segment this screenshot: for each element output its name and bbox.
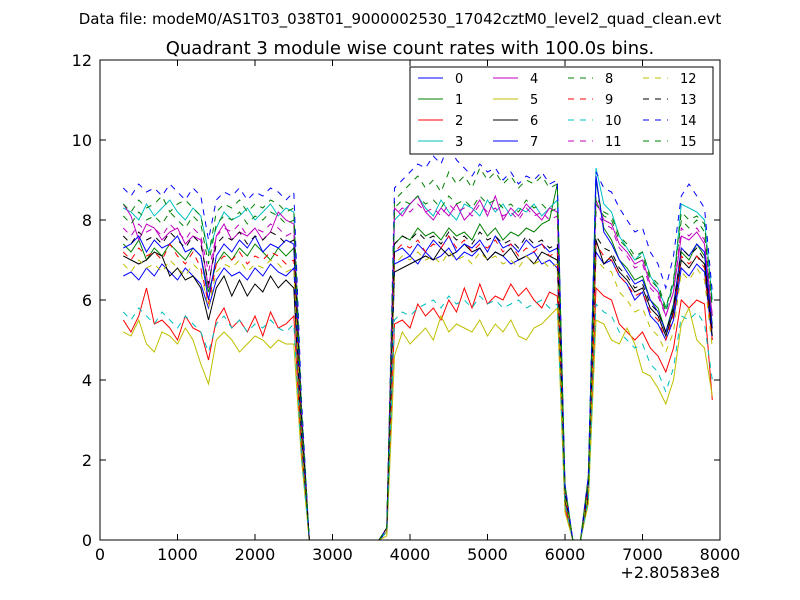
series-line-9 (122, 235, 713, 541)
y-tick-label: 12 (72, 51, 92, 70)
legend-label-3: 3 (455, 135, 463, 150)
legend-label-10: 10 (605, 114, 622, 129)
x-tick-label: 5000 (467, 545, 508, 564)
series-line-0 (123, 247, 713, 541)
series-line-11 (122, 203, 713, 541)
legend-label-7: 7 (530, 135, 538, 150)
legend-label-12: 12 (680, 72, 697, 87)
x-tick-label: 3000 (312, 545, 353, 564)
series-line-10 (122, 295, 713, 541)
x-tick-label: 8000 (700, 545, 741, 564)
series-line-8 (122, 166, 713, 541)
series-line-15 (122, 195, 713, 541)
legend-frame (409, 66, 714, 155)
series-line-5 (123, 306, 713, 541)
series-line-2 (122, 282, 713, 541)
series-layer (122, 142, 713, 541)
series-line-7 (123, 175, 713, 541)
y-tick-label: 10 (72, 131, 92, 150)
x-tick-label: 6000 (545, 545, 586, 564)
y-tick-label: 8 (82, 211, 92, 230)
x-tick-label: 7000 (622, 545, 663, 564)
legend-label-0: 0 (455, 72, 463, 87)
legend-label-1: 1 (455, 93, 463, 108)
y-tick-label: 4 (82, 371, 92, 390)
legend-label-8: 8 (605, 72, 613, 87)
legend-label-2: 2 (455, 114, 463, 129)
y-tick-label: 2 (82, 451, 92, 470)
data-file-label: Data file: modeM0/AS1T03_038T01_90000025… (79, 10, 722, 29)
x-tick-label: 4000 (390, 545, 431, 564)
series-line-6 (123, 239, 713, 541)
legend-label-14: 14 (680, 114, 697, 129)
legend-label-5: 5 (530, 93, 538, 108)
legend-label-15: 15 (680, 135, 697, 150)
legend-label-6: 6 (530, 114, 538, 129)
y-tick-label: 0 (82, 531, 92, 550)
series-line-13 (122, 231, 713, 541)
legend-label-9: 9 (605, 93, 613, 108)
legend-label-13: 13 (680, 93, 697, 108)
axis-ticks: 0 1000 2000 3000 4000 5000 6000 7000 80000246810… (72, 51, 741, 564)
x-tick-label: 1000 (157, 545, 198, 564)
x-tick-label: 2000 (235, 545, 276, 564)
x-offset-label: +2.80583e8 (620, 563, 720, 582)
legend-label-4: 4 (530, 72, 538, 87)
x-tick-label: 0 (95, 545, 105, 564)
series-line-1 (122, 179, 713, 541)
series-line-12 (122, 251, 713, 541)
y-tick-label: 6 (82, 291, 92, 310)
legend-label-11: 11 (605, 135, 622, 150)
series-line-3 (123, 167, 713, 541)
series-line-14 (122, 142, 713, 541)
chart-title: Quadrant 3 module wise count rates with … (166, 38, 655, 59)
